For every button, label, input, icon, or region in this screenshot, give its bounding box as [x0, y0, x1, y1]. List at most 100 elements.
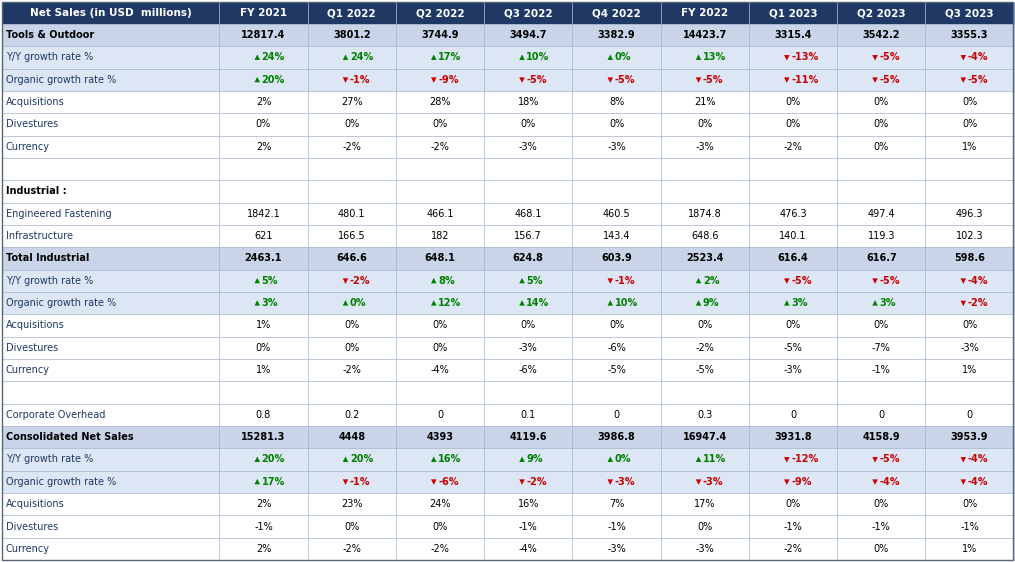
- Polygon shape: [696, 300, 701, 306]
- Bar: [926, 24, 1014, 46]
- Bar: [396, 448, 484, 470]
- Bar: [484, 515, 572, 538]
- Text: 0%: 0%: [962, 97, 977, 107]
- Text: Acquisitions: Acquisitions: [6, 320, 65, 330]
- Bar: [308, 225, 396, 247]
- Text: 646.6: 646.6: [336, 253, 367, 264]
- Bar: [749, 91, 837, 114]
- Bar: [484, 337, 572, 359]
- Text: -5%: -5%: [784, 343, 803, 353]
- Bar: [219, 24, 308, 46]
- Text: -6%: -6%: [519, 365, 538, 375]
- Text: -1%: -1%: [960, 522, 978, 532]
- Text: -9%: -9%: [438, 75, 459, 85]
- Bar: [219, 203, 308, 225]
- Bar: [484, 359, 572, 382]
- Bar: [572, 493, 661, 515]
- Text: -3%: -3%: [702, 477, 724, 487]
- Text: 0%: 0%: [344, 343, 359, 353]
- Bar: [572, 180, 661, 203]
- Bar: [661, 203, 749, 225]
- Polygon shape: [431, 78, 436, 83]
- Text: -7%: -7%: [872, 343, 891, 353]
- Bar: [484, 158, 572, 180]
- Bar: [484, 314, 572, 337]
- Text: Acquisitions: Acquisitions: [6, 499, 65, 509]
- Polygon shape: [343, 55, 348, 60]
- Text: 20%: 20%: [350, 455, 373, 465]
- Bar: [396, 538, 484, 560]
- Bar: [572, 2, 661, 24]
- Polygon shape: [343, 456, 348, 462]
- Text: -5%: -5%: [526, 75, 547, 85]
- Text: 16%: 16%: [438, 455, 461, 465]
- Text: -1%: -1%: [607, 522, 626, 532]
- Text: -2%: -2%: [430, 544, 450, 554]
- Bar: [484, 448, 572, 470]
- Bar: [572, 515, 661, 538]
- Bar: [219, 158, 308, 180]
- Text: 24%: 24%: [350, 52, 373, 62]
- Bar: [661, 382, 749, 404]
- Bar: [396, 404, 484, 426]
- Bar: [837, 114, 926, 135]
- Text: 0%: 0%: [874, 320, 889, 330]
- Bar: [484, 538, 572, 560]
- Bar: [396, 292, 484, 314]
- Text: 4448: 4448: [338, 432, 365, 442]
- Polygon shape: [608, 78, 613, 83]
- Text: 3355.3: 3355.3: [951, 30, 989, 40]
- Bar: [749, 337, 837, 359]
- Text: 3542.2: 3542.2: [863, 30, 900, 40]
- Bar: [308, 270, 396, 292]
- Polygon shape: [520, 300, 525, 306]
- Bar: [484, 292, 572, 314]
- Bar: [219, 292, 308, 314]
- Polygon shape: [343, 78, 348, 83]
- Text: 0%: 0%: [521, 120, 536, 129]
- Text: 1%: 1%: [962, 142, 977, 152]
- Bar: [219, 359, 308, 382]
- Bar: [837, 292, 926, 314]
- Text: Organic growth rate %: Organic growth rate %: [6, 477, 117, 487]
- Text: -4%: -4%: [967, 52, 988, 62]
- Bar: [308, 470, 396, 493]
- Bar: [661, 448, 749, 470]
- Bar: [572, 158, 661, 180]
- Bar: [219, 382, 308, 404]
- Polygon shape: [520, 456, 525, 462]
- Bar: [2, 225, 219, 247]
- Bar: [572, 470, 661, 493]
- Bar: [308, 404, 396, 426]
- Bar: [749, 46, 837, 69]
- Bar: [396, 24, 484, 46]
- Bar: [572, 538, 661, 560]
- Text: 18%: 18%: [518, 97, 539, 107]
- Polygon shape: [784, 300, 790, 306]
- Text: 0%: 0%: [786, 120, 801, 129]
- Polygon shape: [255, 300, 260, 306]
- Text: 3953.9: 3953.9: [951, 432, 989, 442]
- Text: 0%: 0%: [432, 343, 448, 353]
- Bar: [749, 515, 837, 538]
- Bar: [2, 24, 219, 46]
- Bar: [749, 292, 837, 314]
- Bar: [2, 270, 219, 292]
- Text: 616.7: 616.7: [866, 253, 896, 264]
- Bar: [837, 359, 926, 382]
- Bar: [926, 426, 1014, 448]
- Polygon shape: [255, 55, 260, 60]
- Text: 468.1: 468.1: [515, 209, 542, 219]
- Bar: [661, 135, 749, 158]
- Bar: [572, 448, 661, 470]
- Text: 0: 0: [878, 410, 884, 420]
- Bar: [396, 91, 484, 114]
- Bar: [484, 247, 572, 270]
- Text: 2%: 2%: [256, 499, 271, 509]
- Text: 0%: 0%: [432, 522, 448, 532]
- Bar: [572, 24, 661, 46]
- Bar: [837, 2, 926, 24]
- Text: -13%: -13%: [791, 52, 818, 62]
- Polygon shape: [696, 78, 701, 83]
- Text: 2%: 2%: [256, 544, 271, 554]
